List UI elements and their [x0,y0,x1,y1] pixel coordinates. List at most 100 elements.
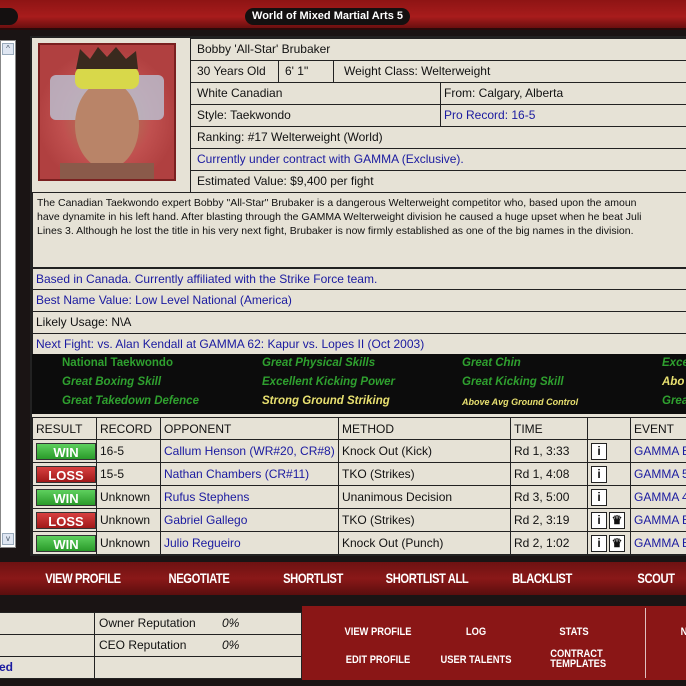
opponent-link[interactable]: Julio Regueiro [160,531,339,555]
opponent-link[interactable]: Nathan Chambers (CR#11) [160,462,339,486]
result-badge: LOSS [36,511,96,529]
info-icon[interactable]: i [591,488,607,506]
skill: Great Kicking Skill [462,376,564,388]
time-cell: Rd 3, 5:00 [510,485,588,509]
name-value[interactable]: Best Name Value: Low Level National (Ame… [32,289,686,312]
table-row[interactable]: WIN Unknown Julio Regueiro Knock Out (Pu… [32,531,686,555]
ceo-reputation: CEO Reputation 0% [94,634,302,657]
estimated-value: Estimated Value: $9,400 per fight [190,170,686,193]
result-badge: WIN [36,442,96,460]
result-badge: WIN [36,488,96,506]
nationality: White Canadian [190,82,441,105]
log-button[interactable]: LOG [465,626,487,638]
icons-cell: i ♛ [587,531,631,555]
column-header[interactable]: TIME [510,417,588,440]
action-bar: VIEW PROFILE NEGOTIATE SHORTLIST SHORTLI… [0,562,686,595]
opponent-link[interactable]: Rufus Stephens [160,485,339,509]
method-cell: Unanimous Decision [338,485,511,509]
table-row[interactable]: WIN 16-5 Callum Henson (WR#20, CR#8) Kno… [32,439,686,463]
user-menu: VIEW PROFILE LOG STATS EDIT PROFILE USER… [302,606,686,680]
opponent-link[interactable]: Callum Henson (WR#20, CR#8) [160,439,339,463]
shortlist-all-button[interactable]: SHORTLIST ALL [385,570,469,586]
edit-profile-button[interactable]: EDIT PROFILE [345,654,411,666]
column-header[interactable]: EVENT [630,417,686,440]
column-header[interactable]: OPPONENT [160,417,339,440]
skill: Grea [662,395,686,407]
view-profile-button[interactable]: VIEW PROFILE [45,570,121,586]
result-cell: LOSS [32,462,97,486]
divider [645,608,646,678]
fight-history-table: RESULT RECORD OPPONENT METHOD TIME EVENT WIN … [32,417,686,555]
scout-button[interactable]: SCOUT [637,570,675,586]
blacklist-button[interactable]: BLACKLIST [512,570,572,586]
shortlist-button[interactable]: SHORTLIST [283,570,343,586]
status-link[interactable]: ed [0,656,95,679]
skill: Great Boxing Skill [62,376,162,388]
empty-cell [0,612,95,635]
event-link[interactable]: GAMMA E [630,531,686,555]
fighter-bio: The Canadian Taekwondo expert Bobby "All… [32,192,686,268]
based-in[interactable]: Based in Canada. Currently affiliated wi… [32,268,686,290]
weight-class: Weight Class: Welterweight [333,60,686,83]
result-cell: WIN [32,439,97,463]
result-cell: WIN [32,485,97,509]
bio-line: The Canadian Taekwondo expert Bobby "All… [37,197,637,209]
owner-reputation-value: 0% [222,616,240,630]
time-cell: Rd 1, 3:33 [510,439,588,463]
ranking: Ranking: #17 Welterweight (World) [190,126,686,149]
method-cell: Knock Out (Kick) [338,439,511,463]
column-header[interactable] [587,417,631,440]
crown-icon[interactable]: ♛ [609,511,625,529]
skill: National Taekwondo [62,357,173,369]
result-cell: LOSS [32,508,97,532]
column-header[interactable]: RECORD [96,417,161,440]
info-icon[interactable]: i [591,511,607,529]
event-link[interactable]: GAMMA E [630,508,686,532]
owner-reputation: Owner Reputation 0% [94,612,302,635]
record-cell: Unknown [96,508,161,532]
negotiate-button[interactable]: NEGOTIATE [168,570,230,586]
info-icon[interactable]: i [591,465,607,483]
fighter-name: Bobby 'All-Star' Brubaker [190,38,686,61]
event-link[interactable]: GAMMA 5 [630,462,686,486]
menu-button-partial[interactable]: N [681,627,686,638]
time-cell: Rd 2, 3:19 [510,508,588,532]
fighter-list[interactable]: ^ v [0,40,16,548]
event-link[interactable]: GAMMA E [630,439,686,463]
method-cell: TKO (Strikes) [338,508,511,532]
table-row[interactable]: LOSS 15-5 Nathan Chambers (CR#11) TKO (S… [32,462,686,486]
scroll-up-icon[interactable]: ^ [2,43,14,55]
crown-icon[interactable]: ♛ [609,534,625,552]
user-view-profile-button[interactable]: VIEW PROFILE [344,626,412,638]
skill: Great Chin [462,357,521,369]
left-pill [0,8,18,25]
fighter-height: 6' 1" [278,60,334,83]
user-talents-button[interactable]: USER TALENTS [440,654,512,666]
pro-record-link[interactable]: Pro Record: 16-5 [440,104,686,127]
contract-status[interactable]: Currently under contract with GAMMA (Exc… [190,148,686,171]
fighter-portrait [38,43,176,181]
info-icon[interactable]: i [591,534,607,552]
contract-templates-button[interactable]: CONTRACT TEMPLATES [550,648,607,670]
table-row[interactable]: WIN Unknown Rufus Stephens Unanimous Dec… [32,485,686,509]
ceo-reputation-value: 0% [222,638,240,652]
scroll-down-icon[interactable]: v [2,533,14,545]
method-cell: TKO (Strikes) [338,462,511,486]
record-cell: 15-5 [96,462,161,486]
time-cell: Rd 1, 4:08 [510,462,588,486]
column-header[interactable]: METHOD [338,417,511,440]
skill: Above Avg Ground Control [462,397,579,407]
column-header[interactable]: RESULT [32,417,97,440]
result-cell: WIN [32,531,97,555]
stats-button[interactable]: STATS [559,626,589,638]
event-link[interactable]: GAMMA 4 [630,485,686,509]
table-row[interactable]: LOSS Unknown Gabriel Gallego TKO (Strike… [32,508,686,532]
next-fight[interactable]: Next Fight: vs. Alan Kendall at GAMMA 62… [32,333,686,355]
opponent-link[interactable]: Gabriel Gallego [160,508,339,532]
result-badge: WIN [36,534,96,552]
icons-cell: i [587,462,631,486]
icons-cell: i ♛ [587,508,631,532]
info-icon[interactable]: i [591,442,607,460]
icons-cell: i [587,439,631,463]
skill: Great Takedown Defence [62,395,199,407]
